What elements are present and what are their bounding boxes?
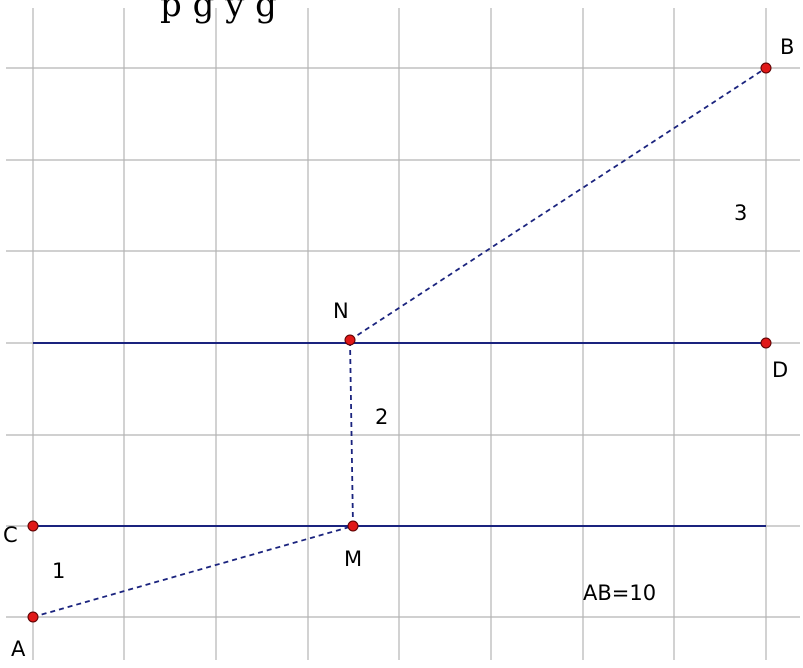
dashed-segment-am	[32, 525, 354, 618]
segment-label-1: 1	[52, 559, 65, 583]
point-label-c: C	[3, 523, 18, 547]
point-a[interactable]	[27, 611, 39, 623]
point-n[interactable]	[344, 334, 356, 346]
dashed-segment-nb	[349, 67, 767, 341]
point-b[interactable]	[760, 62, 772, 74]
point-c[interactable]	[27, 520, 39, 532]
point-m[interactable]	[347, 520, 359, 532]
dashed-segment-mn	[349, 339, 354, 527]
point-label-a: A	[11, 637, 26, 661]
point-label-b: B	[780, 35, 794, 59]
measurement-ab: AB=10	[583, 581, 656, 605]
cropped-title-text: p g y g	[160, 0, 277, 25]
segment-label-3: 3	[734, 201, 747, 225]
point-d[interactable]	[760, 337, 772, 349]
segment-label-2: 2	[375, 405, 388, 429]
point-label-d: D	[772, 358, 788, 382]
point-label-n: N	[333, 299, 349, 323]
point-label-m: M	[344, 547, 362, 571]
grid	[6, 8, 800, 660]
